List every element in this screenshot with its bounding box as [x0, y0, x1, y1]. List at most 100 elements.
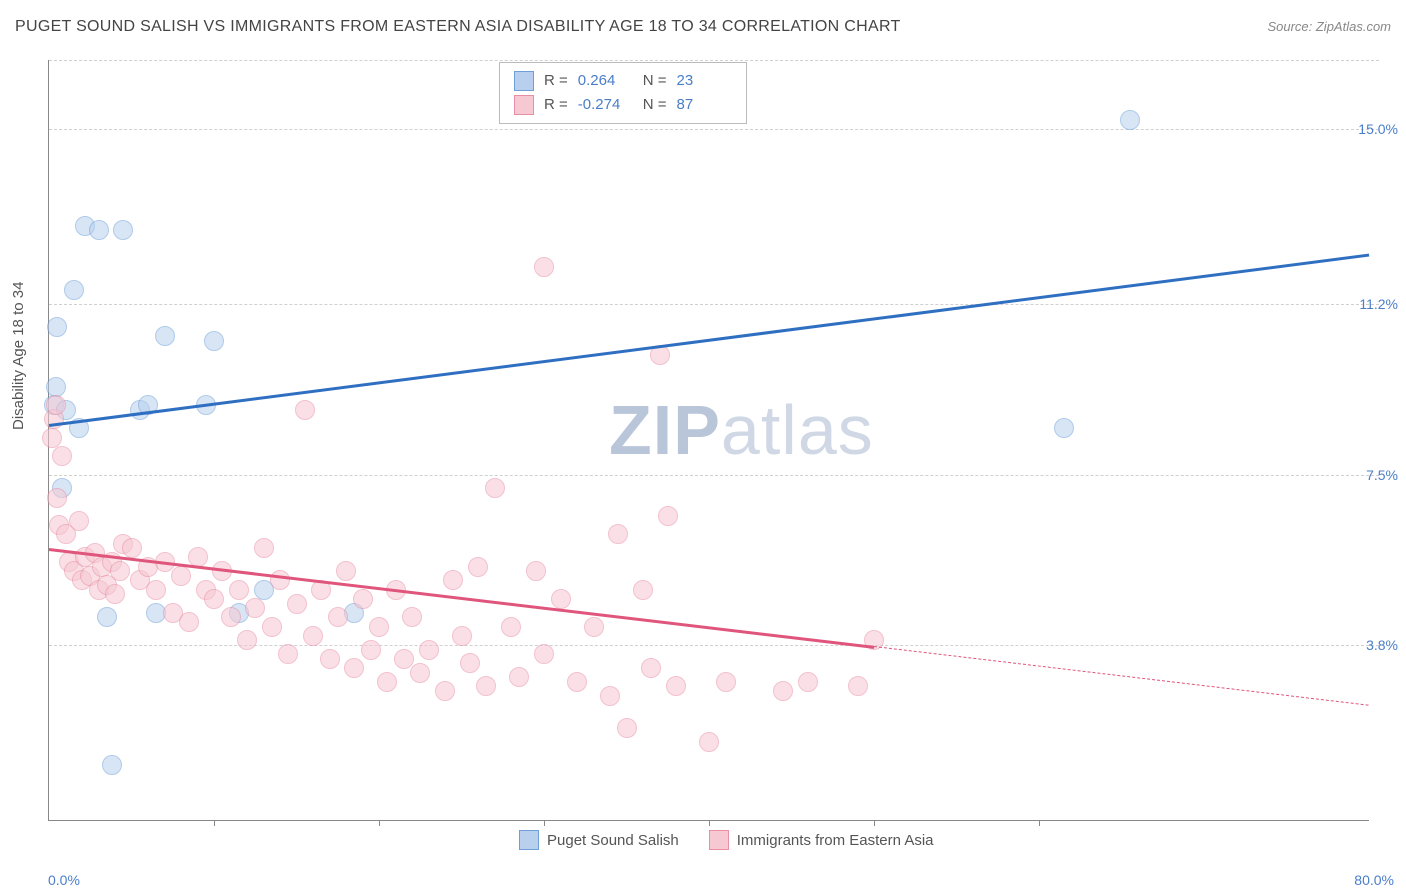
data-point: [501, 617, 521, 637]
r-label: R =: [544, 93, 568, 117]
data-point: [410, 663, 430, 683]
data-point: [179, 612, 199, 632]
data-point: [369, 617, 389, 637]
n-label: N =: [643, 69, 667, 93]
data-point: [171, 566, 191, 586]
x-tick: [1039, 820, 1040, 826]
x-tick: [874, 820, 875, 826]
gridline: [49, 60, 1379, 61]
n-value: 87: [677, 93, 732, 117]
data-point: [402, 607, 422, 627]
x-tick: [709, 820, 710, 826]
n-label: N =: [643, 93, 667, 117]
watermark: ZIPatlas: [609, 390, 874, 470]
data-point: [303, 626, 323, 646]
gridline: [49, 304, 1379, 305]
data-point: [102, 755, 122, 775]
data-point: [419, 640, 439, 660]
swatch-icon: [514, 95, 534, 115]
data-point: [1120, 110, 1140, 130]
swatch-icon: [709, 830, 729, 850]
data-point: [320, 649, 340, 669]
data-point: [848, 676, 868, 696]
data-point: [1054, 418, 1074, 438]
legend-item: Puget Sound Salish: [519, 830, 679, 850]
data-point: [476, 676, 496, 696]
r-label: R =: [544, 69, 568, 93]
data-point: [113, 220, 133, 240]
legend-label: Immigrants from Eastern Asia: [737, 832, 934, 849]
data-point: [584, 617, 604, 637]
data-point: [443, 570, 463, 590]
data-point: [47, 317, 67, 337]
data-point: [641, 658, 661, 678]
data-point: [262, 617, 282, 637]
data-point: [221, 607, 241, 627]
data-point: [47, 488, 67, 508]
source-label: Source: ZipAtlas.com: [1267, 19, 1391, 34]
y-tick-label: 3.8%: [1366, 637, 1398, 653]
watermark-zip: ZIP: [609, 391, 721, 469]
watermark-atlas: atlas: [721, 391, 874, 469]
data-point: [42, 428, 62, 448]
data-point: [551, 589, 571, 609]
trend-line: [874, 646, 1369, 706]
chart-title: PUGET SOUND SALISH VS IMMIGRANTS FROM EA…: [15, 18, 901, 36]
data-point: [773, 681, 793, 701]
data-point: [287, 594, 307, 614]
y-tick-label: 11.2%: [1359, 296, 1398, 312]
data-point: [110, 561, 130, 581]
correlation-legend: R = 0.264 N = 23 R = -0.274 N = 87: [499, 62, 747, 124]
data-point: [204, 331, 224, 351]
data-point: [204, 589, 224, 609]
data-point: [122, 538, 142, 558]
x-tick: [214, 820, 215, 826]
data-point: [278, 644, 298, 664]
legend-row: R = -0.274 N = 87: [514, 93, 732, 117]
swatch-icon: [519, 830, 539, 850]
data-point: [89, 220, 109, 240]
data-point: [46, 377, 66, 397]
header: PUGET SOUND SALISH VS IMMIGRANTS FROM EA…: [15, 18, 1391, 36]
y-axis-label: Disability Age 18 to 34: [10, 282, 27, 430]
r-value: -0.274: [578, 93, 633, 117]
data-point: [658, 506, 678, 526]
gridline: [49, 129, 1379, 130]
data-point: [798, 672, 818, 692]
data-point: [155, 326, 175, 346]
data-point: [435, 681, 455, 701]
data-point: [394, 649, 414, 669]
x-axis-max-label: 80.0%: [1354, 872, 1394, 888]
data-point: [452, 626, 472, 646]
data-point: [526, 561, 546, 581]
data-point: [237, 630, 257, 650]
y-tick-label: 15.0%: [1358, 121, 1398, 137]
gridline: [49, 475, 1379, 476]
data-point: [64, 280, 84, 300]
data-point: [617, 718, 637, 738]
data-point: [245, 598, 265, 618]
data-point: [509, 667, 529, 687]
data-point: [699, 732, 719, 752]
legend-label: Puget Sound Salish: [547, 832, 679, 849]
data-point: [97, 607, 117, 627]
data-point: [353, 589, 373, 609]
data-point: [344, 658, 364, 678]
data-point: [229, 580, 249, 600]
x-tick: [379, 820, 380, 826]
x-tick: [544, 820, 545, 826]
series-legend: Puget Sound Salish Immigrants from Easte…: [519, 830, 934, 850]
data-point: [46, 395, 66, 415]
plot-area: ZIPatlas R = 0.264 N = 23 R = -0.274 N =…: [48, 60, 1369, 821]
data-point: [608, 524, 628, 544]
data-point: [336, 561, 356, 581]
data-point: [254, 538, 274, 558]
r-value: 0.264: [578, 69, 633, 93]
data-point: [716, 672, 736, 692]
data-point: [328, 607, 348, 627]
data-point: [468, 557, 488, 577]
y-tick-label: 7.5%: [1366, 467, 1398, 483]
data-point: [567, 672, 587, 692]
data-point: [295, 400, 315, 420]
data-point: [105, 584, 125, 604]
